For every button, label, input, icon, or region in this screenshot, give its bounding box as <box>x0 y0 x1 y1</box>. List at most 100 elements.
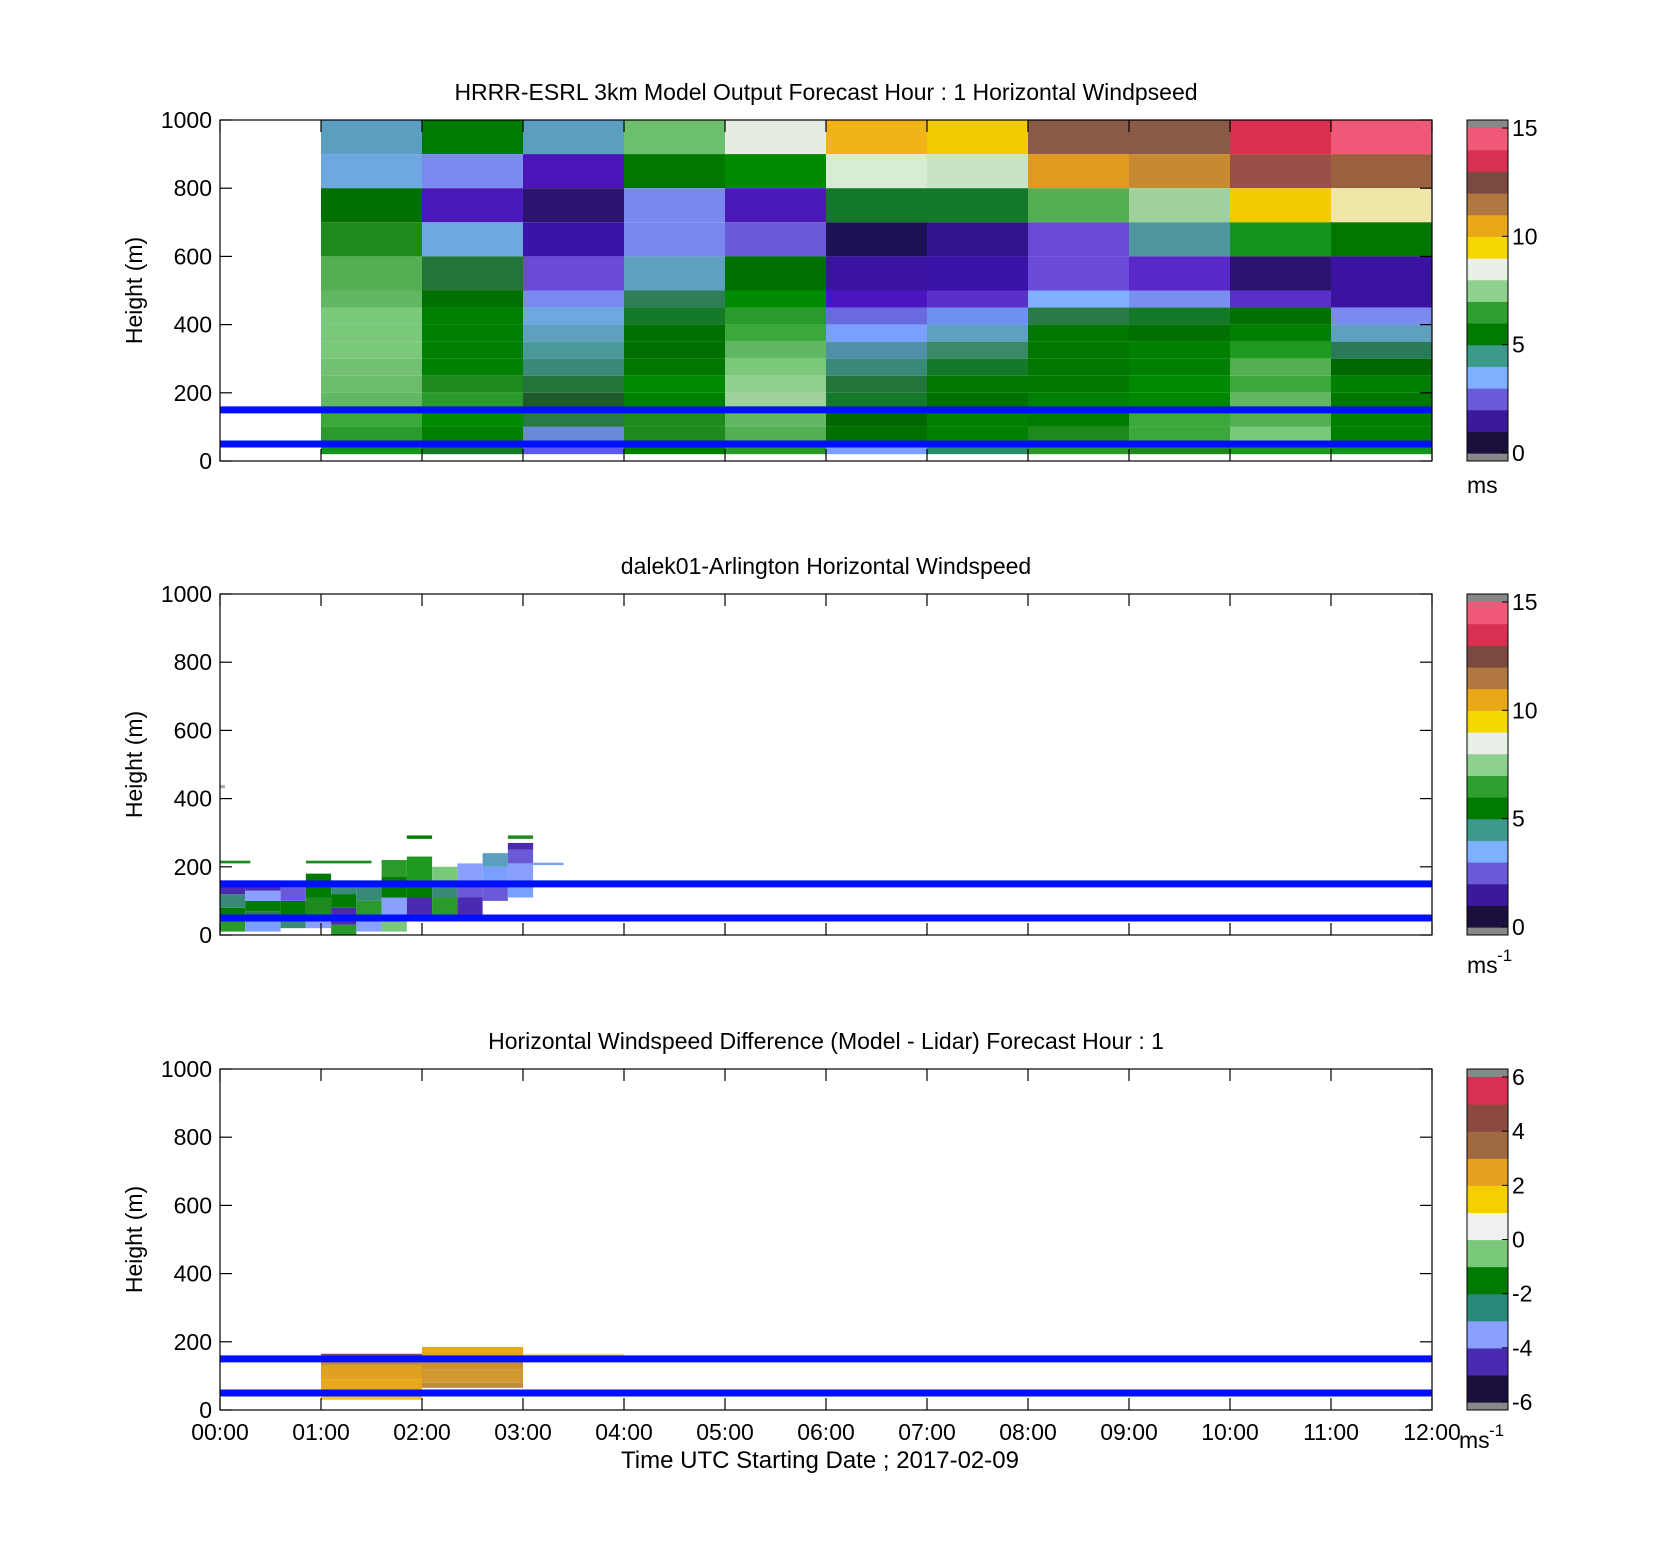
heatmap-cell <box>321 1353 422 1356</box>
heatmap-cell <box>523 324 624 342</box>
heatmap-cell <box>624 443 725 455</box>
heatmap-cell <box>927 341 1028 359</box>
colorbar-segment <box>1467 301 1508 324</box>
heatmap-cell <box>1230 341 1331 359</box>
y-tick-label: 800 <box>174 649 212 675</box>
heatmap-cell <box>245 900 281 912</box>
heatmap-cell <box>523 222 624 257</box>
heatmap-cell <box>624 290 725 308</box>
heatmap-cell <box>624 154 725 189</box>
x-tick-label: 01:00 <box>292 1419 350 1445</box>
heatmap-cell <box>1028 256 1129 291</box>
colorbar-underflow-cap <box>1467 453 1508 461</box>
heatmap-cell <box>1230 324 1331 342</box>
heatmap-cell <box>725 324 826 342</box>
heatmap-cell <box>1028 324 1129 342</box>
heatmap-cell <box>1129 307 1230 325</box>
heatmap-cell <box>1331 324 1432 342</box>
y-tick-label: 400 <box>174 786 212 812</box>
heatmap-cell <box>1331 426 1432 444</box>
y-tick-label: 600 <box>174 717 212 743</box>
x-tick-label: 05:00 <box>696 1419 754 1445</box>
heatmap-cell <box>1230 290 1331 308</box>
heatmap-cell <box>422 120 523 155</box>
y-axis-label: Height (m) <box>121 237 147 344</box>
panel-windspeed-difference: 0 200 400 600 800 1000 00:00 01:00 02:00 03:00 04:… <box>121 1028 1533 1453</box>
heatmap-cell <box>507 863 534 881</box>
heatmap-cell <box>1331 307 1432 325</box>
heatmap-cell <box>826 375 927 393</box>
heatmap-cell <box>624 341 725 359</box>
heatmap-cell <box>1230 358 1331 376</box>
y-tick-label: 200 <box>174 380 212 406</box>
heatmap-cell <box>523 375 624 393</box>
x-tick-label: 06:00 <box>797 1419 855 1445</box>
colorbar-segment <box>1467 128 1508 151</box>
heatmap-cell <box>927 392 1028 410</box>
colorbar-overflow-cap <box>1467 120 1508 128</box>
heatmap-cell <box>406 897 433 915</box>
heatmap-cell <box>927 443 1028 455</box>
heatmap-cell <box>220 894 246 908</box>
heatmap-cell <box>1028 154 1129 189</box>
heatmap-cell <box>523 392 624 410</box>
heatmap-cell <box>321 1394 422 1400</box>
heatmap-cell <box>1028 375 1129 393</box>
colorbar-segment <box>1467 366 1508 389</box>
colorbar-tick-label: 5 <box>1512 332 1525 358</box>
panel-model-output: 0 200 400 600 800 1000 HRRR-ESRL 3km Model Out… <box>121 79 1538 498</box>
heatmap-cell <box>1230 307 1331 325</box>
heatmap-cell <box>624 392 725 410</box>
x-tick-label: 10:00 <box>1201 1419 1259 1445</box>
x-tick-label: 02:00 <box>393 1419 451 1445</box>
heatmap-cell <box>1028 443 1129 455</box>
heatmap-cell <box>321 375 422 393</box>
heatmap-cell <box>927 375 1028 393</box>
heatmap-cell <box>422 324 523 342</box>
x-tick-label: 12:00 <box>1403 1419 1461 1445</box>
heatmap-cell <box>826 222 927 257</box>
heatmap-cell <box>725 375 826 393</box>
heatmap-cell <box>826 409 927 427</box>
heatmap-cell <box>280 900 306 915</box>
heatmap-cell <box>321 120 422 155</box>
heatmap-cell <box>725 443 826 455</box>
y-tick-label: 800 <box>174 175 212 201</box>
heatmap-cell <box>624 120 725 155</box>
heatmap-cell <box>1331 120 1432 155</box>
colorbar-unit-label: ms <box>1467 952 1498 978</box>
heatmap-cell <box>1028 392 1129 410</box>
heatmap-cell <box>482 883 508 901</box>
heatmap-cell <box>1331 222 1432 257</box>
y-tick-label: 200 <box>174 854 212 880</box>
heatmap-cell <box>624 358 725 376</box>
heatmap-cell <box>422 392 523 410</box>
heatmap-cell <box>1129 426 1230 444</box>
colorbar-tick-label: 5 <box>1512 806 1525 832</box>
heatmap-cell <box>826 188 927 223</box>
colorbar-segment <box>1467 193 1508 216</box>
colorbar-segment <box>1467 1347 1508 1376</box>
heatmap-cell <box>507 849 534 864</box>
heatmap-cell <box>422 1346 523 1359</box>
heatmap-cell <box>725 120 826 155</box>
heatmap-cell <box>624 324 725 342</box>
heatmap-cell <box>523 120 624 155</box>
heatmap-cell <box>356 900 382 918</box>
heatmap-cell <box>422 256 523 291</box>
colorbar-segment <box>1467 797 1508 820</box>
heatmap-cell <box>1331 154 1432 189</box>
heatmap-cell <box>533 862 564 866</box>
heatmap-cell <box>280 887 306 901</box>
heatmap-cell <box>356 883 382 901</box>
heatmap-cell <box>1129 358 1230 376</box>
heatmap-cell <box>422 358 523 376</box>
heatmap-cell <box>422 426 523 444</box>
heatmap-cell <box>624 256 725 291</box>
heatmap-cell <box>725 290 826 308</box>
heatmap-cell <box>1230 375 1331 393</box>
colorbar-segment <box>1467 236 1508 259</box>
heatmap-cell <box>1028 120 1129 155</box>
colorbar-segment <box>1467 602 1508 625</box>
heatmap-cell <box>826 426 927 444</box>
